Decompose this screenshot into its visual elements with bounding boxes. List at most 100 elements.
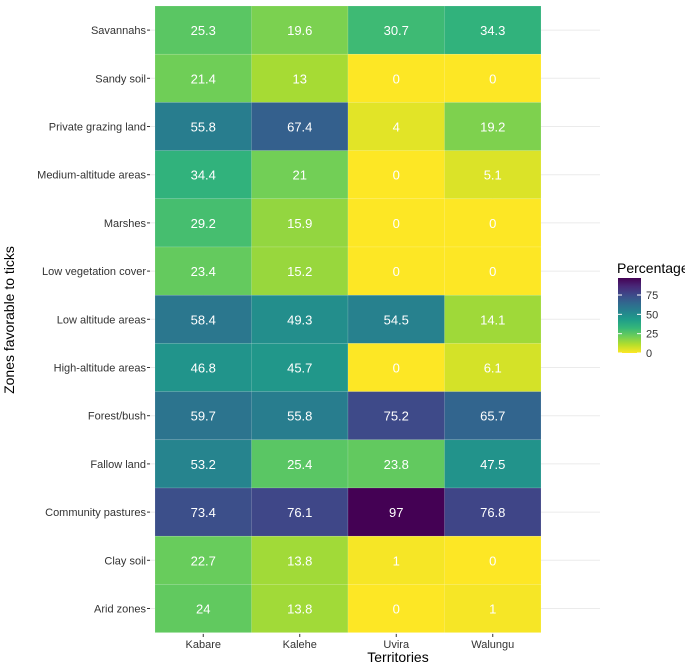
y-tick-label: Arid zones [94,604,146,616]
cell-value-label: 45.7 [287,361,312,376]
y-tick-label: Sandy soil [95,73,146,85]
y-tick-label: Forest/bush [88,411,146,423]
heatmap-cell [251,487,349,537]
y-tick-label: Private grazing land [49,122,146,134]
legend-ticks: 0 25 50 75 [618,290,658,360]
heatmap-cell [444,246,542,296]
heatmap-cell [154,198,252,248]
cell-value-label: 6.1 [484,361,502,376]
cell-value-label: 13.8 [287,553,312,568]
heatmap-cell [251,439,349,489]
heatmap-cell [251,150,349,200]
x-axis-title: Territories [367,649,428,665]
heatmap-cell [347,343,445,392]
cell-value-label: 34.4 [191,168,216,183]
heatmap-cell [444,198,542,248]
x-tick-label: Walungu [471,639,514,651]
heatmap-cell [347,102,445,151]
x-tick-label: Kabare [186,639,221,651]
heatmap-cell [251,198,349,248]
cell-value-label: 25.4 [287,457,312,472]
heatmap-cell [154,5,252,55]
cell-value-label: 0 [489,71,496,86]
heatmap-cell [444,584,542,633]
heatmap-cell [347,5,445,55]
heatmap-cell [444,487,542,537]
heatmap-cell [154,102,252,151]
y-tick-label: High-altitude areas [54,363,147,375]
heatmap-cell [444,535,542,585]
cell-value-label: 53.2 [191,457,216,472]
cell-value-label: 23.4 [191,264,216,279]
cell-value-label: 19.6 [287,23,312,38]
heatmap-cell [154,294,252,344]
heatmap-cell [251,5,349,55]
cell-value-label: 46.8 [191,361,216,376]
legend-tick-label: 25 [646,329,658,341]
cell-value-label: 76.8 [480,505,505,520]
heatmap-cell [251,343,349,392]
heatmap-cell [154,391,252,441]
cell-value-label: 0 [489,553,496,568]
cell-value-label: 23.8 [384,457,409,472]
cell-value-label: 1 [489,602,496,617]
heatmap-cell [347,294,445,344]
cell-value-label: 75.2 [384,409,409,424]
cell-value-label: 0 [393,168,400,183]
cell-value-label: 0 [393,361,400,376]
cell-value-label: 22.7 [191,553,216,568]
y-tick-label: Low altitude areas [57,314,147,326]
heatmap-cell [154,246,252,296]
cell-value-label: 47.5 [480,457,505,472]
cell-value-label: 13 [293,71,307,86]
cell-value-label: 0 [393,71,400,86]
heatmap-cell [251,535,349,585]
cell-value-label: 13.8 [287,602,312,617]
heatmap-cell [444,439,542,489]
heatmap-cell [154,584,252,633]
heatmap-cell [347,150,445,200]
legend-title: Percentage [617,260,685,276]
heatmap-cell [444,294,542,344]
y-tick-label: Clay soil [104,555,146,567]
y-tick-label: Community pastures [45,507,146,519]
cell-value-label: 21 [293,168,307,183]
y-tick-label: Savannahs [91,25,147,37]
cell-value-label: 76.1 [287,505,312,520]
heatmap-cell [251,584,349,633]
heatmap-cell [444,53,542,103]
cell-value-label: 73.4 [191,505,216,520]
y-tick-label: Low vegetation cover [42,266,146,278]
y-tick-label: Medium-altitude areas [37,170,146,182]
cell-value-label: 34.3 [480,23,505,38]
x-tick-label: Uvira [383,639,410,651]
heatmap-cell [347,53,445,103]
heatmap-cell [444,150,542,200]
cell-value-label: 49.3 [287,312,312,327]
legend-tick-label: 0 [646,348,652,360]
cell-value-label: 30.7 [384,23,409,38]
cell-value-label: 21.4 [191,71,216,86]
cell-value-label: 0 [393,602,400,617]
heatmap-cell [347,439,445,489]
heatmap-cell [444,5,542,55]
heatmap-cell [251,53,349,103]
cell-value-label: 97 [389,505,403,520]
cell-value-label: 4 [393,120,400,135]
cell-value-label: 55.8 [287,409,312,424]
heatmap-cell [154,53,252,103]
x-tick-label: Kalehe [283,639,317,651]
cell-value-label: 0 [393,264,400,279]
cell-value-label: 15.2 [287,264,312,279]
cell-value-label: 19.2 [480,120,505,135]
cell-value-label: 15.9 [287,216,312,231]
legend-tick-label: 50 [646,309,658,321]
legend-tick-label: 75 [646,290,658,302]
cell-value-label: 29.2 [191,216,216,231]
heatmap-cell [251,102,349,151]
heatmap-cell [444,102,542,151]
heatmap-cell [154,439,252,489]
cell-value-label: 24 [196,602,210,617]
heatmap-cell [347,584,445,633]
